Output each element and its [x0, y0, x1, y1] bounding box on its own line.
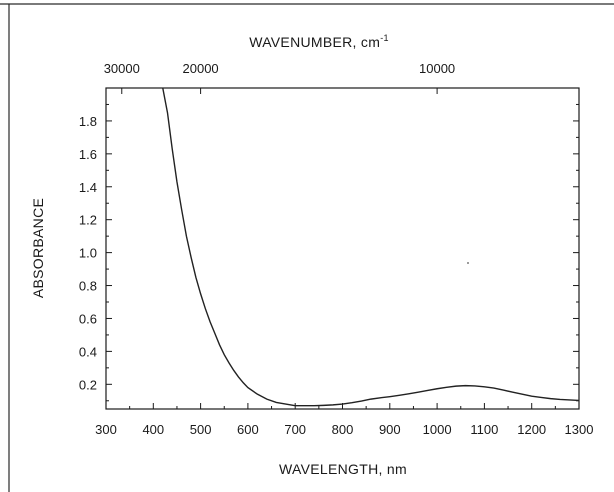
top-tick-label: 20000: [183, 61, 219, 76]
top-tick-label: 10000: [419, 61, 455, 76]
y-tick-label: 0.6: [79, 311, 97, 326]
x-tick-label: 500: [190, 422, 212, 437]
axis-tick-labels: 300 400 500 600 700 800 900 1000 1100 1200 1300 0.2…: [79, 61, 594, 437]
plot-area: [105, 87, 580, 410]
x-tick-label: 800: [332, 422, 354, 437]
x-tick-label: 600: [237, 422, 259, 437]
x-axis-title: WAVELENGTH, nm: [279, 461, 407, 477]
x-tick-label: 1000: [423, 422, 452, 437]
axis-ticks: [105, 88, 580, 409]
y-tick-label: 1.4: [79, 180, 97, 195]
absorbance-curve: [162, 87, 580, 407]
scan-speck: [467, 262, 469, 264]
y-tick-label: 0.4: [79, 344, 97, 359]
y-tick-label: 1.0: [79, 246, 97, 261]
y-tick-label: 0.2: [79, 377, 97, 392]
x-tick-label: 300: [95, 422, 117, 437]
top-axis-title: WAVENUMBER, cm-1: [249, 33, 389, 50]
y-tick-label: 1.2: [79, 213, 97, 228]
x-tick-label: 700: [284, 422, 306, 437]
y-tick-label: 1.8: [79, 114, 97, 129]
x-tick-label: 1300: [565, 422, 594, 437]
x-tick-label: 400: [142, 422, 164, 437]
x-tick-label: 1200: [517, 422, 546, 437]
x-tick-label: 1100: [470, 422, 498, 437]
y-tick-label: 1.6: [79, 147, 97, 162]
top-tick-label: 30000: [104, 61, 140, 76]
y-tick-label: 0.8: [79, 279, 97, 294]
x-tick-label: 900: [379, 422, 401, 437]
y-axis-title: ABSORBANCE: [30, 198, 46, 298]
